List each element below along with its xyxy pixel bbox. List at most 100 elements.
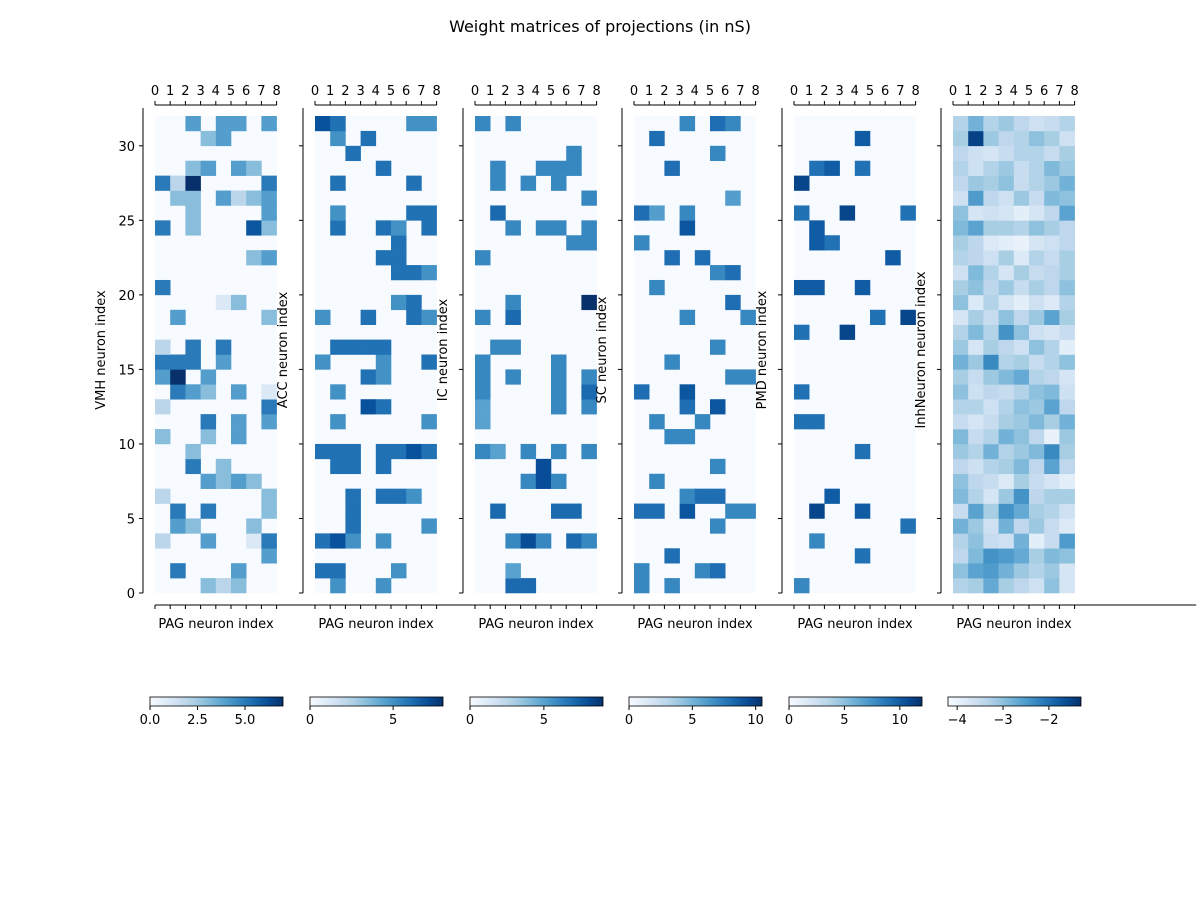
heatmap-cell: [1044, 220, 1060, 236]
heatmap-cell: [725, 503, 741, 519]
heatmap-cell: [998, 488, 1015, 504]
heatmap-cell: [375, 578, 392, 594]
heatmap-cell: [983, 429, 999, 445]
heatmap-cell: [246, 250, 262, 266]
heatmap-cell: [185, 354, 201, 370]
heatmap-cell: [185, 160, 201, 176]
heatmap-cell: [664, 578, 680, 594]
x-tick-label: 0: [471, 84, 479, 99]
heatmap-cell: [664, 548, 680, 564]
heatmap-cell: [998, 160, 1015, 176]
heatmap-cell: [1013, 160, 1030, 176]
heatmap-cell: [968, 116, 984, 132]
heatmap-cell: [854, 130, 871, 147]
heatmap-cell: [983, 294, 999, 311]
heatmap-cell: [315, 354, 331, 370]
y-axis-label: VMH neuron index: [94, 290, 109, 410]
heatmap-cell: [375, 339, 392, 355]
x-tick-label: 4: [212, 84, 220, 99]
heatmap-cell: [694, 414, 711, 430]
heatmap-cell: [1013, 190, 1030, 206]
heatmap-cell: [998, 205, 1015, 221]
heatmap-cell: [968, 309, 984, 325]
heatmap-cell: [421, 518, 437, 534]
heatmap-cell: [315, 533, 331, 549]
heatmap-cell: [968, 563, 984, 579]
heatmap-cell: [1013, 533, 1030, 549]
heatmap-cell: [998, 116, 1015, 132]
heatmap-cell: [185, 384, 201, 400]
heatmap-cell: [406, 443, 422, 460]
heatmap-cell: [953, 548, 969, 564]
heatmap-cell: [505, 369, 521, 385]
heatmap-cell: [983, 533, 999, 549]
heatmap-cell: [998, 429, 1015, 445]
heatmap-cell: [983, 190, 999, 206]
heatmap-cell: [900, 309, 916, 325]
heatmap-cell: [983, 116, 999, 132]
x-tick-label: 3: [196, 84, 204, 99]
heatmap-cell: [421, 309, 437, 325]
heatmap-cell: [330, 384, 346, 400]
heatmap-cell: [1044, 235, 1060, 251]
heatmap-cell: [520, 578, 537, 594]
y-tick-label: 10: [118, 438, 135, 453]
heatmap-cell: [330, 458, 346, 475]
heatmap-cell: [520, 175, 537, 191]
heatmap-cell: [330, 339, 346, 355]
heatmap-cell: [998, 190, 1015, 206]
heatmap-cell: [1044, 205, 1060, 221]
heatmap-cell: [406, 488, 422, 504]
heatmap-cell: [155, 533, 171, 549]
heatmap-cell: [664, 160, 680, 176]
heatmap-cell: [1044, 190, 1060, 206]
heatmap-cell: [231, 294, 247, 311]
heatmap-cell: [315, 116, 331, 132]
heatmap-cell: [983, 265, 999, 281]
x-tick-label: 0: [630, 84, 638, 99]
heatmap-cell: [246, 160, 262, 176]
heatmap-cell: [1013, 488, 1030, 504]
heatmap-cell: [200, 429, 217, 445]
heatmap-cell: [998, 384, 1015, 400]
y-tick-label: 15: [118, 363, 135, 378]
heatmap-cell: [581, 369, 597, 385]
heatmap-cell: [953, 414, 969, 430]
heatmap-cell: [983, 548, 999, 564]
heatmap-cell: [1013, 473, 1030, 489]
heatmap-cell: [155, 369, 171, 385]
heatmap-cell: [968, 414, 984, 430]
heatmap-cell: [360, 399, 377, 415]
heatmap-cell: [900, 518, 916, 534]
heatmap-background: [794, 116, 916, 593]
heatmap-cell: [824, 488, 840, 504]
heatmap-cell: [1013, 250, 1030, 266]
heatmap-cell: [998, 175, 1015, 191]
heatmap-cell: [983, 160, 999, 176]
heatmap-cell: [983, 354, 999, 370]
heatmap-cell: [983, 279, 999, 296]
heatmap-cell: [953, 279, 969, 296]
x-tick-label: 6: [881, 84, 889, 99]
heatmap-cell: [998, 563, 1015, 579]
heatmap-cell: [1059, 279, 1075, 296]
x-tick-label: 7: [417, 84, 425, 99]
heatmap-cell: [391, 220, 407, 236]
heatmap-cell: [1044, 309, 1060, 325]
heatmap-cell: [490, 503, 506, 519]
heatmap-cell: [679, 116, 696, 132]
heatmap-cell: [1044, 145, 1060, 162]
heatmap-cell: [998, 339, 1015, 355]
heatmap-cell: [1029, 279, 1045, 296]
x-tick-label: 5: [706, 84, 714, 99]
heatmap-cell: [1029, 533, 1045, 549]
heatmap-cell: [330, 414, 346, 430]
x-tick-label: 1: [326, 84, 334, 99]
heatmap-cell: [315, 443, 331, 460]
heatmap-cell: [170, 354, 186, 370]
heatmap-cell: [215, 354, 232, 370]
heatmap-cell: [505, 578, 521, 594]
heatmap-cell: [1044, 563, 1060, 579]
heatmap-cell: [505, 533, 521, 549]
heatmap-cell: [1029, 190, 1045, 206]
